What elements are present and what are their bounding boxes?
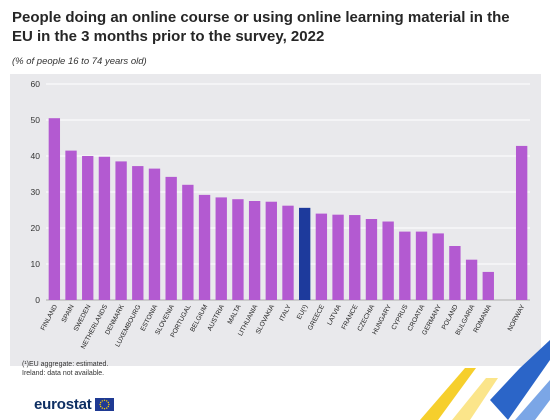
bar-spain: [65, 150, 77, 300]
bar-czechia: [365, 219, 378, 300]
bars: [48, 118, 528, 300]
bar-slovenia: [165, 176, 177, 300]
eurostat-logo: eurostat: [34, 396, 114, 413]
bar-germany: [432, 233, 444, 300]
y-tick-label: 30: [31, 187, 41, 197]
footnote-eu-estimated: (¹)EU aggregate: estimated.: [22, 361, 109, 368]
chart-subtitle: (% of people 16 to 74 years old): [12, 56, 147, 67]
bar-portugal: [182, 184, 194, 300]
bar-poland: [449, 246, 461, 300]
bar-belgium: [198, 194, 211, 300]
bar-hungary: [382, 221, 394, 300]
y-tick-label: 60: [31, 79, 41, 89]
y-tick-label: 20: [31, 223, 41, 233]
bar-malta: [232, 199, 244, 300]
logo-text: eurostat: [34, 396, 92, 413]
bar-luxembourg: [132, 166, 144, 300]
bar-finland: [48, 118, 61, 300]
bar-france: [349, 215, 361, 300]
y-tick-label: 40: [31, 151, 41, 161]
footnote: (¹)EU aggregate: estimated. Ireland: dat…: [22, 360, 108, 378]
bar-estonia: [148, 168, 161, 300]
bar-denmark: [115, 161, 127, 300]
bar-norway: [515, 145, 528, 300]
bar-greece: [315, 213, 328, 300]
footnote-ireland: Ireland: data not available.: [22, 370, 105, 377]
chart-title: People doing an online course or using o…: [12, 9, 510, 45]
eu-flag-icon: [94, 398, 114, 411]
bar-cyprus: [399, 231, 411, 300]
bar-eu: [299, 207, 311, 300]
y-axis-tick-labels: 0 10 20 30 40 50 60: [31, 79, 41, 305]
bar-sweden: [82, 156, 94, 300]
bar-bulgaria: [465, 259, 478, 300]
bar-netherlands: [98, 156, 111, 300]
bar-slovakia: [265, 201, 277, 300]
y-tick-label: 10: [31, 259, 41, 269]
bar-romania: [482, 271, 494, 300]
bar-lithuania: [248, 201, 261, 300]
bar-croatia: [415, 231, 428, 300]
bar-italy: [282, 205, 294, 300]
bar-austria: [215, 197, 227, 300]
y-tick-label: 50: [31, 115, 41, 125]
y-tick-label: 0: [35, 295, 40, 305]
bar-latvia: [332, 214, 344, 300]
